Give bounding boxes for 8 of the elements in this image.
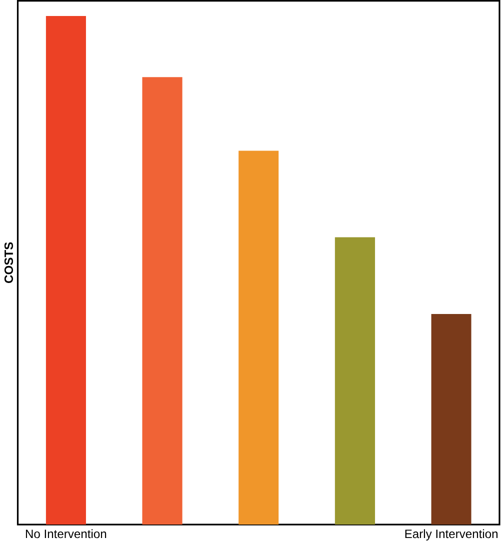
x-tick-label: Early Intervention — [405, 529, 498, 541]
bar — [335, 237, 376, 525]
bar — [142, 77, 182, 525]
bar — [431, 314, 472, 525]
x-tick-label: No Intervention — [26, 529, 106, 538]
bar — [46, 16, 86, 525]
bar — [238, 150, 279, 525]
y-axis-title: COSTS — [4, 242, 14, 283]
